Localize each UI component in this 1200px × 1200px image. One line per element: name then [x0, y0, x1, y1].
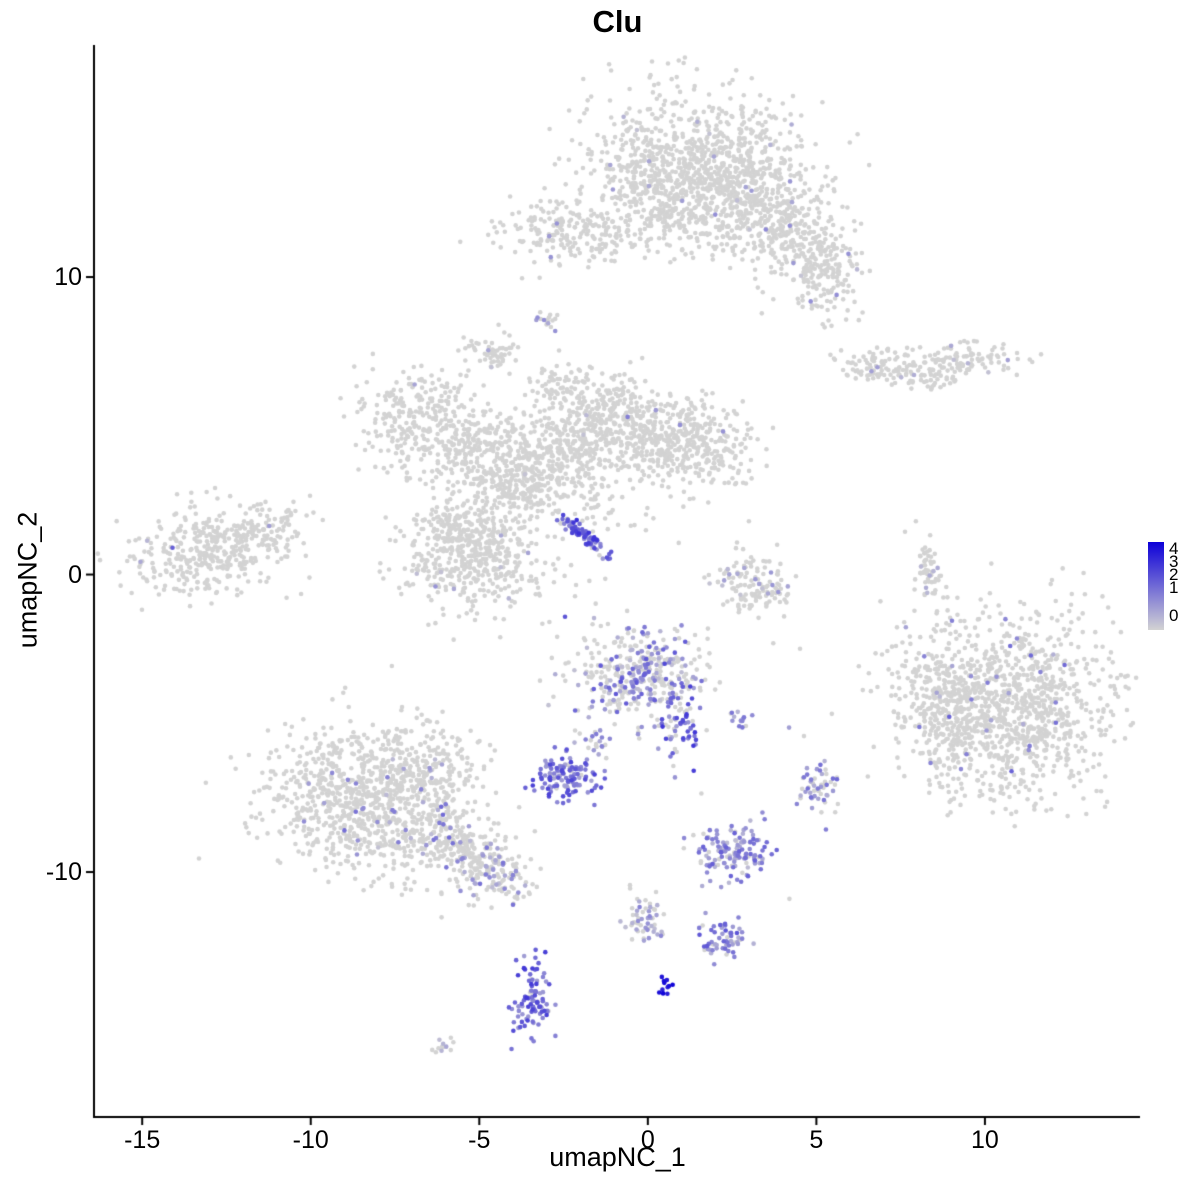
legend-tick-label: 4	[1169, 539, 1179, 558]
y-tick-label: 10	[54, 263, 82, 292]
legend-tick-label: 2	[1169, 565, 1179, 584]
plot-title: Clu	[592, 4, 643, 39]
x-tick-label: -15	[124, 1126, 161, 1154]
x-tick-label: 0	[640, 1126, 655, 1154]
legend-tick-label: 3	[1169, 552, 1179, 571]
legend-gradient-bar	[1148, 542, 1164, 630]
legend-tick-label: 0	[1169, 606, 1179, 625]
legend-tick-label: 1	[1169, 578, 1179, 597]
x-tick-label: -10	[292, 1126, 329, 1154]
x-axis-label: umapNC_1	[549, 1142, 686, 1172]
x-tick-label: -5	[468, 1126, 491, 1154]
y-tick-label: -10	[45, 858, 82, 887]
x-tick-label: 5	[809, 1126, 824, 1154]
y-tick-label: 0	[68, 560, 82, 589]
x-tick-label: 10	[971, 1126, 999, 1154]
